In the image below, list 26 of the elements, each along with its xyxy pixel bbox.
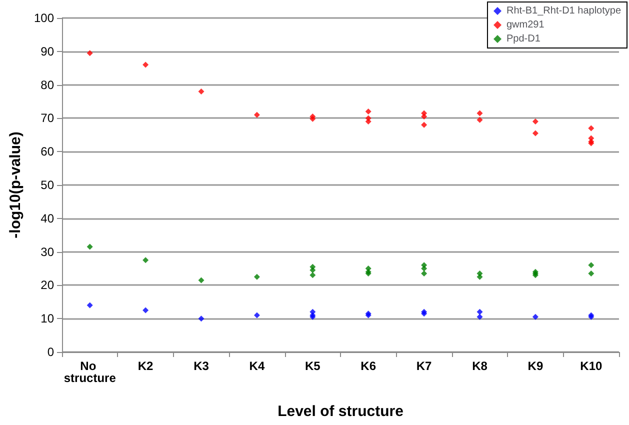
y-axis-title: -log10(p-value) [7,132,24,238]
y-tick-label: 30 [40,244,54,259]
x-tick-label: K2 [138,359,154,373]
x-axis-title: Level of structure [278,403,404,420]
y-tick-label: 100 [34,11,54,25]
y-tick-label: 40 [40,211,54,226]
legend-label: Rht-B1_Rht-D1 haplotype [506,6,622,16]
y-tick-label: 50 [40,178,54,192]
y-tick-label: 90 [40,44,54,58]
x-tick-label: No structure [64,359,116,385]
y-tick-label: 70 [40,111,54,126]
x-tick-label: K4 [249,359,265,373]
x-tick-label: K9 [528,359,544,373]
x-tick-label: K7 [416,359,432,373]
x-tick-label: K5 [304,359,321,373]
y-tick-label: 60 [40,144,54,159]
legend-label: Ppd-D1 [506,34,541,44]
y-tick-label: 20 [40,278,54,292]
x-tick-label: K8 [472,359,488,373]
legend-label: gwm291 [506,20,545,30]
y-tick-label: 80 [40,78,54,92]
x-tick-label: K10 [580,359,602,373]
x-tick-label: K3 [194,359,210,373]
x-tick-label: K6 [360,359,376,373]
y-tick-label: 0 [47,345,54,359]
y-tick-label: 10 [40,312,54,326]
